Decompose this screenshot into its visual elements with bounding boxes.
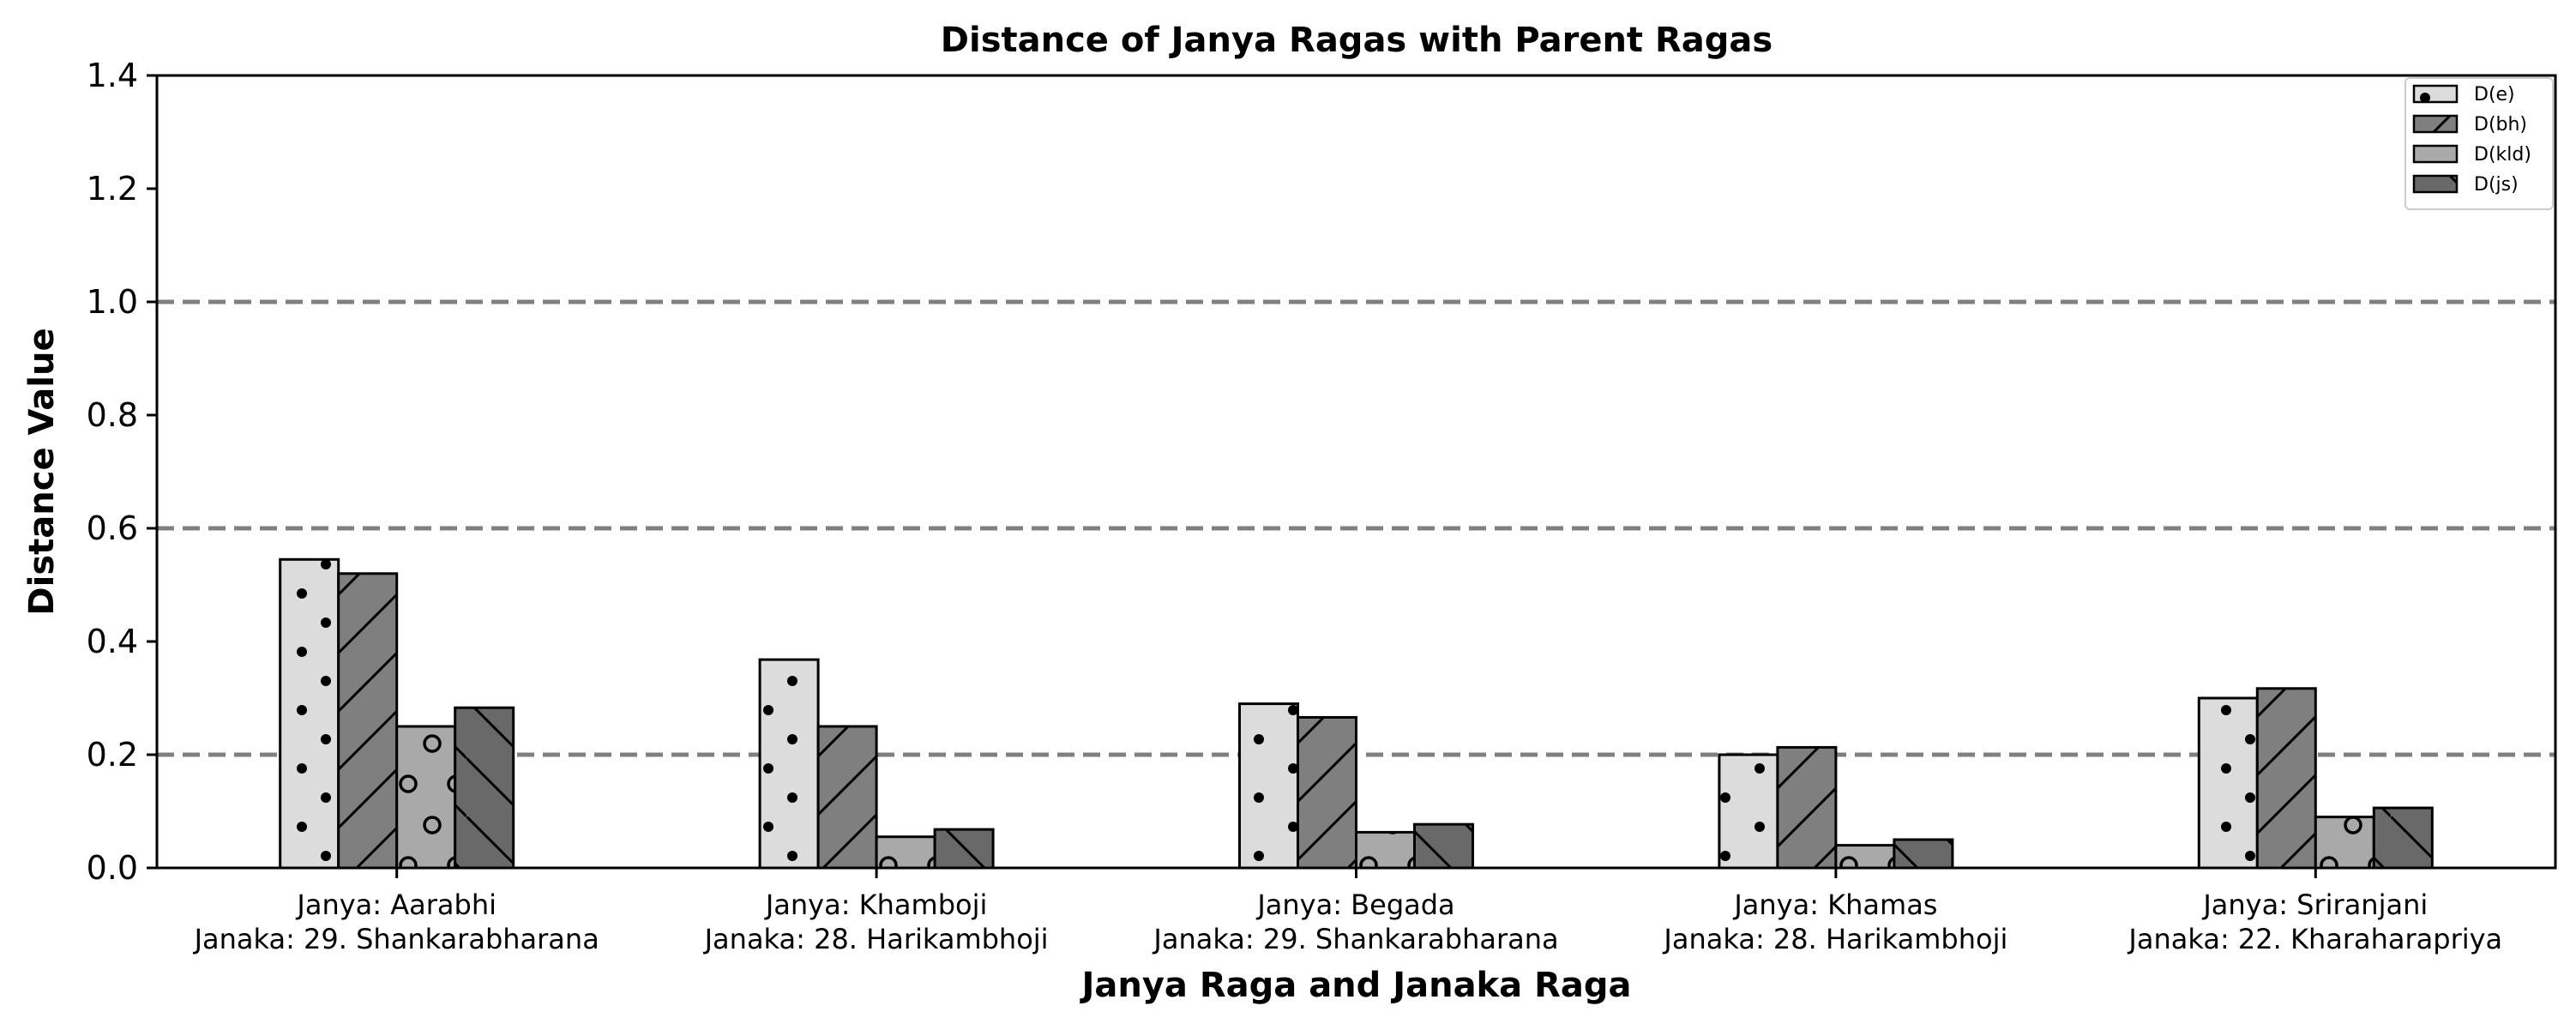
legend-label: D(bh) <box>2474 114 2527 136</box>
x-tick-label: Janaka: 28. Harikambhoji <box>703 923 1049 955</box>
bar-dbh <box>2255 687 2317 870</box>
bar-djs <box>2372 806 2434 870</box>
x-tick-label: Janya: Khamboji <box>764 888 988 921</box>
bar-djs <box>1893 838 1954 870</box>
bars <box>279 557 2434 870</box>
legend-label: D(kld) <box>2474 144 2531 166</box>
bar-de <box>1718 753 1779 870</box>
y-axis-label: Distance Value <box>22 328 62 615</box>
bar-dbh <box>816 725 878 870</box>
bar-dkld <box>1834 844 1896 870</box>
legend: D(e) D(bh) D(kld) D(js) <box>2404 77 2554 210</box>
x-axis-label: Janya Raga and Janaka Raga <box>1080 966 1632 1005</box>
bar-djs <box>454 706 515 870</box>
x-tick-label: Janaka: 29. Shankarabharana <box>193 923 599 955</box>
bar-djs <box>933 828 995 870</box>
x-tick-label: Janya: Sriranjani <box>2201 888 2428 921</box>
y-tick-label: 1.4 <box>87 57 138 94</box>
bar-djs <box>1413 822 1474 870</box>
bar-dkld <box>875 835 936 870</box>
y-tick-label: 0.0 <box>87 849 138 887</box>
legend-swatch <box>2412 144 2459 164</box>
bar-de <box>1238 702 1299 870</box>
legend-swatch <box>2412 174 2459 194</box>
bar-de <box>279 557 340 870</box>
legend-swatch <box>2412 114 2459 134</box>
bar-dkld <box>2314 816 2375 870</box>
y-tick-label: 1.0 <box>87 283 138 321</box>
y-tick-label: 0.2 <box>87 736 138 774</box>
bar-dbh <box>1776 745 1838 870</box>
x-tick-label: Janaka: 29. Shankarabharana <box>1152 923 1558 955</box>
x-tick-label: Janya: Aarabhi <box>295 888 497 921</box>
x-tick-label: Janaka: 22. Kharaharapriya <box>2127 923 2502 955</box>
legend-label: D(e) <box>2474 84 2515 105</box>
x-tick-label: Janya: Khamas <box>1732 888 1937 921</box>
bar-dbh <box>337 572 399 870</box>
legend-swatch <box>2412 84 2459 104</box>
bar-dkld <box>395 725 457 870</box>
legend-label: D(js) <box>2474 174 2519 196</box>
reference-lines <box>157 299 2555 757</box>
chart-title: Distance of Janya Ragas with Parent Raga… <box>941 21 1773 60</box>
y-tick-label: 0.4 <box>87 623 138 660</box>
bar-de <box>2197 696 2259 870</box>
x-tick-label: Janaka: 28. Harikambhoji <box>1662 923 2007 955</box>
bar-dbh <box>1297 715 1357 870</box>
bar-de <box>758 658 820 870</box>
bar-dkld <box>1355 830 1416 870</box>
x-tick-label: Janya: Begada <box>1255 888 1454 921</box>
y-tick-label: 0.6 <box>87 509 138 547</box>
y-axis-ticks: 0.0 0.2 0.4 0.6 0.8 1.0 1.2 1.4 <box>87 57 157 887</box>
y-tick-label: 0.8 <box>87 396 138 434</box>
y-tick-label: 1.2 <box>87 170 138 208</box>
